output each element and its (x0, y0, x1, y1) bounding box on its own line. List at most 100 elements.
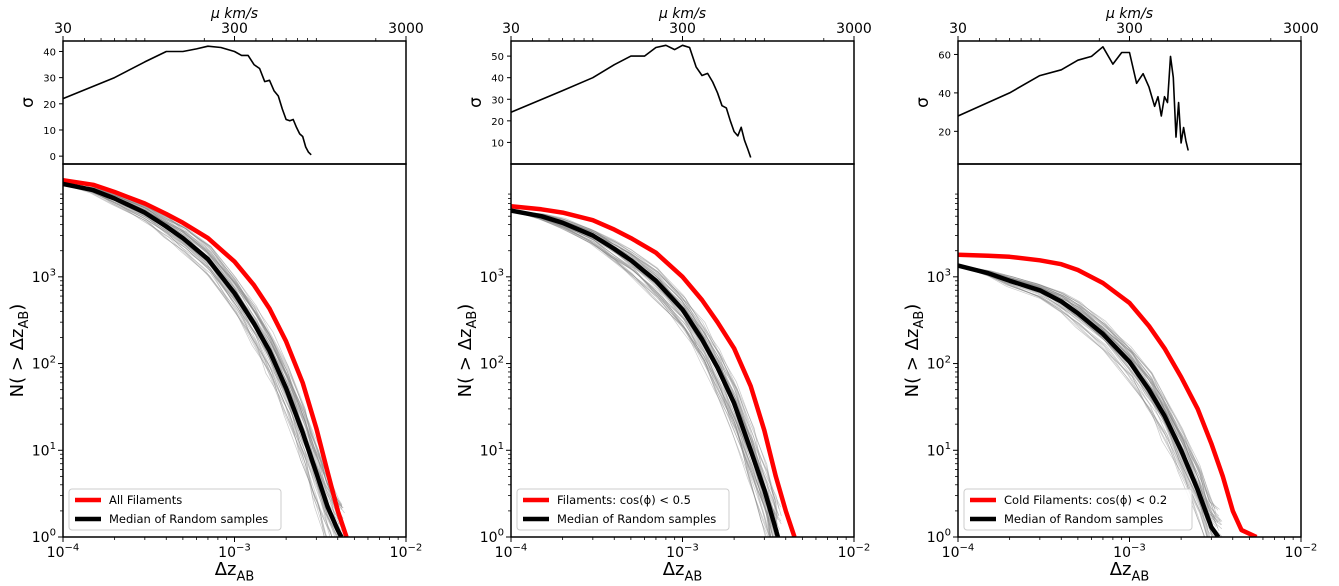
random-sample-line (514, 210, 778, 525)
bottom-ytick-label: 100 (927, 528, 951, 546)
random-sample-line (63, 184, 338, 537)
random-sample-line (958, 265, 1223, 525)
random-sample-line (960, 265, 1206, 537)
random-sample-line (511, 210, 779, 521)
random-sample-line (63, 183, 344, 509)
random-sample-line (513, 210, 777, 516)
random-sample-line (63, 184, 325, 537)
random-sample-line (958, 265, 1219, 523)
random-sample-line (64, 183, 343, 508)
top-ytick-label: 40 (491, 74, 504, 85)
random-sample-line (63, 184, 340, 517)
bottom-xtick-label: 10−3 (218, 543, 251, 561)
top-ytick-label: 10 (491, 138, 504, 149)
bottom-xtick-label: 10−2 (838, 543, 871, 561)
legend-entry: Median of Random samples (109, 512, 268, 526)
random-sample-line (958, 265, 1217, 527)
bottom-xtick-label: 10−3 (1113, 543, 1146, 561)
random-sample-line (512, 210, 769, 537)
top-xtick-label: 3000 (836, 21, 872, 37)
bottom-ytick-label: 103 (32, 268, 56, 286)
random-sample-line (513, 210, 780, 509)
random-sample-line (63, 184, 341, 537)
random-sample-line (63, 183, 340, 519)
bottom-plot-area (63, 177, 349, 537)
random-sample-line (63, 183, 332, 537)
bottom-plot-area (511, 204, 797, 537)
random-sample-line (960, 265, 1220, 517)
random-sample-line (64, 183, 344, 519)
bottom-xtick-label: 10−2 (1285, 543, 1318, 561)
top-xtick-label: 300 (669, 21, 696, 37)
random-sample-line (65, 183, 341, 521)
random-sample-line (63, 184, 345, 514)
top-xlabel: μ km/s (210, 6, 258, 22)
random-sample-line (961, 265, 1219, 511)
bottom-plot-area (958, 252, 1258, 537)
random-sample-line (958, 265, 1205, 537)
random-sample-line (958, 265, 1222, 523)
top-xlabel: μ km/s (658, 6, 706, 22)
random-sample-line (958, 265, 1208, 537)
random-sample-line (64, 183, 327, 537)
legend-entry: Median of Random samples (557, 512, 716, 526)
random-sample-line (63, 183, 343, 505)
random-sample-line (511, 210, 778, 527)
random-sample-line (514, 210, 779, 516)
random-sample-line (64, 183, 344, 522)
top-ytick-label: 40 (43, 47, 56, 58)
top-axes-frame (957, 40, 1302, 165)
random-sample-line (63, 183, 337, 537)
bottom-ytick-label: 103 (927, 268, 951, 286)
legend-entry: Cold Filaments: cos(ϕ) < 0.2 (1004, 493, 1167, 507)
random-sample-line (511, 210, 776, 515)
random-sample-line (63, 183, 340, 516)
random-sample-line (958, 265, 1209, 537)
random-sample-line (511, 210, 777, 536)
bottom-ytick-label: 102 (32, 354, 56, 372)
legend: All Filaments Median of Random samples (68, 488, 282, 531)
random-sample-line (512, 210, 776, 526)
legend-entry: Median of Random samples (1004, 512, 1163, 526)
bottom-ytick-label: 100 (32, 528, 56, 546)
random-sample-line (958, 265, 1221, 522)
random-sample-line (63, 184, 336, 537)
random-sample-line (511, 211, 772, 537)
random-sample-line (958, 265, 1216, 517)
bottom-axes-frame (957, 163, 1302, 538)
top-sigma-line (510, 44, 752, 158)
random-sample-line (63, 183, 344, 509)
bottom-xtick-label: 10−2 (390, 543, 423, 561)
random-sample-line (511, 210, 775, 537)
random-sample-line (959, 265, 1211, 537)
random-sample-line (511, 210, 772, 537)
random-sample-line (511, 210, 782, 517)
top-ytick-label: 20 (491, 117, 504, 128)
bottom-xtick-label: 10−4 (942, 543, 975, 561)
filaments-line (511, 204, 797, 537)
top-xtick-label: 30 (502, 21, 520, 37)
top-xtick-label: 3000 (1283, 21, 1319, 37)
random-sample-line (66, 183, 333, 537)
top-axes-frame (62, 40, 407, 165)
random-sample-line (513, 210, 771, 537)
panel-middle: 30 300 3000 μ km/s 10 20 30 40 50 σ 10−4 10−3 10−2 Δz… (455, 6, 872, 584)
bottom-axes-frame (510, 163, 855, 538)
random-sample-line (511, 210, 780, 516)
bottom-ytick-label: 101 (480, 441, 504, 459)
bottom-ytick-label: 103 (480, 268, 504, 286)
top-sigma-line (62, 45, 312, 156)
random-sample-line (958, 265, 1214, 537)
top-xtick-label: 300 (221, 21, 248, 37)
bottom-axes-frame (62, 163, 407, 538)
random-sample-line (63, 183, 333, 537)
random-sample-line (960, 265, 1220, 510)
random-sample-line (66, 183, 328, 537)
top-ytick-label: 20 (938, 127, 951, 138)
random-sample-line (513, 210, 780, 531)
legend-entry: All Filaments (109, 493, 182, 507)
random-sample-line (63, 183, 331, 537)
random-sample-line (63, 184, 327, 537)
random-sample-line (958, 265, 1216, 509)
top-ytick-label: 40 (938, 89, 951, 100)
